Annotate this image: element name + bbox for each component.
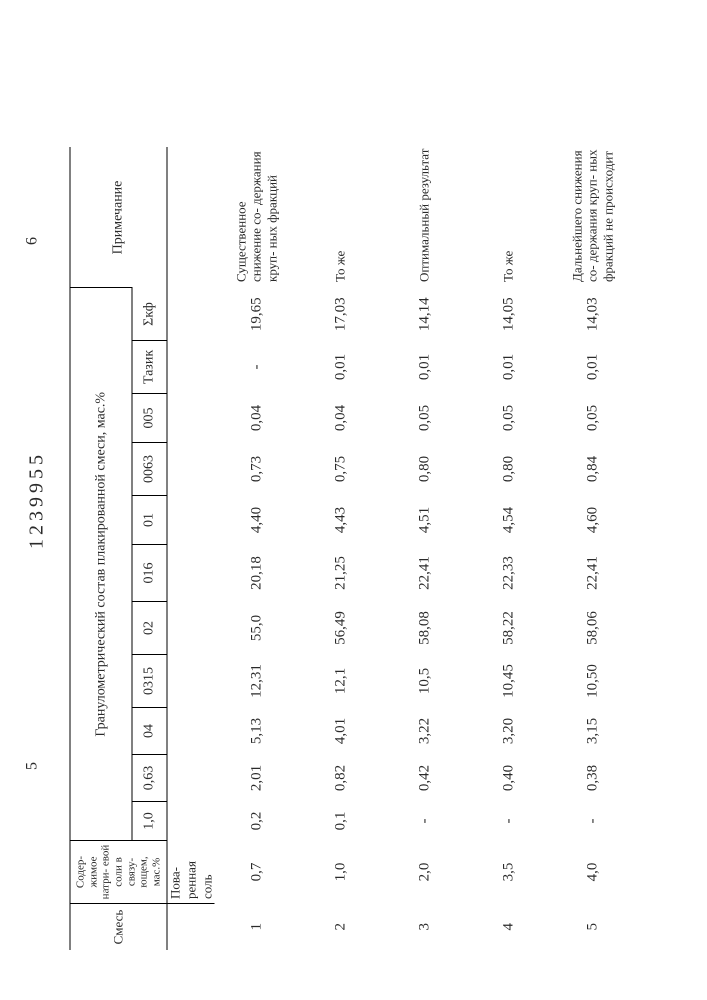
table-body: Пова- ренная соль 10,70,22,015,1312,3155…: [167, 148, 634, 951]
cell-mix-number: 4: [467, 904, 551, 951]
cell-note: Дальнейшего снижения со- держания круп- …: [551, 148, 635, 289]
cell-value: 0,01: [467, 341, 551, 394]
cell-value: 0,75: [299, 443, 383, 496]
cell-value: 3,20: [467, 708, 551, 755]
page-marker-left: 5: [24, 762, 42, 770]
col-0063: 0063: [132, 443, 167, 496]
cell-value: 3,22: [383, 708, 467, 755]
cell-value: 10,50: [551, 655, 635, 708]
cell-value: -: [215, 341, 299, 394]
col-mix: Смесь: [70, 904, 167, 951]
cell-value: 14,05: [467, 288, 551, 341]
cell-value: 58,06: [551, 602, 635, 655]
cell-value: 22,33: [467, 545, 551, 602]
cell-value: -: [551, 802, 635, 841]
cell-value: 58,22: [467, 602, 551, 655]
cell-mix-number: 5: [551, 904, 635, 951]
table-row: 32,0-0,423,2210,558,0822,414,510,800,050…: [383, 148, 467, 951]
cell-value: 0,82: [299, 755, 383, 802]
cell-value: 10,45: [467, 655, 551, 708]
col-01: 01: [132, 496, 167, 545]
cell-value: -: [383, 802, 467, 841]
cell-value: 17,03: [299, 288, 383, 341]
cell-value: 3,15: [551, 708, 635, 755]
table-row: 43,5-0,403,2010,4558,2222,334,540,800,05…: [467, 148, 551, 951]
col-0315: 0315: [132, 655, 167, 708]
cell-value: 0,84: [551, 443, 635, 496]
cell-value: 21,25: [299, 545, 383, 602]
cell-value: 0,2: [215, 802, 299, 841]
cell-value: 0,80: [383, 443, 467, 496]
cell-value: 4,01: [299, 708, 383, 755]
cell-value: 2,01: [215, 755, 299, 802]
cell-mix-number: 3: [383, 904, 467, 951]
cell-value: 58,08: [383, 602, 467, 655]
col-016: 016: [132, 545, 167, 602]
cell-value: 4,54: [467, 496, 551, 545]
cell-note: То же: [467, 148, 551, 289]
cell-value: 4,51: [383, 496, 467, 545]
col-1_0: 1,0: [132, 802, 167, 841]
cell-value: 0,01: [299, 341, 383, 394]
col-04: 04: [132, 708, 167, 755]
cell-note: Существенное снижение со- держания круп-…: [215, 148, 299, 289]
cell-value: 0,38: [551, 755, 635, 802]
cell-value: 12,1: [299, 655, 383, 708]
cell-value: 56,49: [299, 602, 383, 655]
table-row: 10,70,22,015,1312,3155,020,184,400,730,0…: [215, 148, 299, 951]
cell-value: 0,05: [467, 394, 551, 443]
cell-value: 5,13: [215, 708, 299, 755]
cell-value: 19,65: [215, 288, 299, 341]
page-marker-right: 6: [24, 237, 42, 245]
cell-value: 22,41: [551, 545, 635, 602]
cell-value: 0,04: [299, 394, 383, 443]
cell-note: То же: [299, 148, 383, 289]
cell-value: 4,43: [299, 496, 383, 545]
cell-salt: 2,0: [383, 841, 467, 904]
cell-note: Оптимальный результат: [383, 148, 467, 289]
col-note: Примечание: [70, 148, 167, 289]
table-row: 54,0-0,383,1510,5058,0622,414,600,840,05…: [551, 148, 635, 951]
col-tazik: Тазик: [132, 341, 167, 394]
cell-value: 0,80: [467, 443, 551, 496]
cell-value: 14,14: [383, 288, 467, 341]
composition-table: Смесь Содер- жимое натри- евой соли в св…: [70, 148, 635, 951]
cell-value: 55,0: [215, 602, 299, 655]
col-salt: Содер- жимое натри- евой соли в связу- ю…: [70, 841, 167, 904]
cell-salt: 0,7: [215, 841, 299, 904]
cell-value: 0,05: [551, 394, 635, 443]
cell-value: 0,01: [383, 341, 467, 394]
cell-value: 12,31: [215, 655, 299, 708]
table-row: 21,00,10,824,0112,156,4921,254,430,750,0…: [299, 148, 383, 951]
cell-salt: 4,0: [551, 841, 635, 904]
col-02: 02: [132, 602, 167, 655]
cell-value: 10,5: [383, 655, 467, 708]
cell-value: 20,18: [215, 545, 299, 602]
cell-mix-number: 2: [299, 904, 383, 951]
cell-salt: 1,0: [299, 841, 383, 904]
col-0_63: 0,63: [132, 755, 167, 802]
cell-value: 0,40: [467, 755, 551, 802]
cell-value: 0,01: [551, 341, 635, 394]
extra-salt-label: Пова- ренная соль: [167, 841, 214, 904]
cell-mix-number: 1: [215, 904, 299, 951]
cell-value: 22,41: [383, 545, 467, 602]
col-005: 005: [132, 394, 167, 443]
col-sum: Σкф: [132, 288, 167, 341]
cell-value: 0,04: [215, 394, 299, 443]
cell-value: -: [467, 802, 551, 841]
document-number: 1239955: [26, 0, 49, 1000]
cell-value: 0,73: [215, 443, 299, 496]
col-grain: Гранулометрический состав плакированной …: [70, 288, 132, 841]
cell-value: 4,40: [215, 496, 299, 545]
cell-salt: 3,5: [467, 841, 551, 904]
cell-value: 14,03: [551, 288, 635, 341]
cell-value: 0,05: [383, 394, 467, 443]
cell-value: 0,1: [299, 802, 383, 841]
cell-value: 0,42: [383, 755, 467, 802]
cell-value: 4,60: [551, 496, 635, 545]
